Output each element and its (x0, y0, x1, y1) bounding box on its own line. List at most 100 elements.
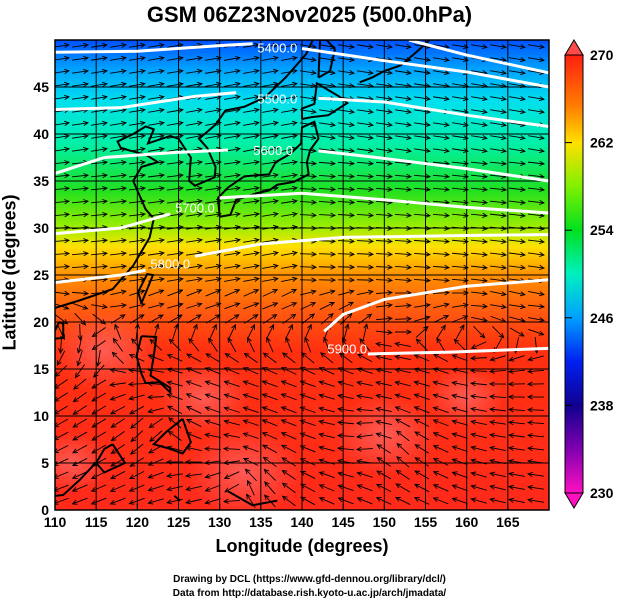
streamline-segment (318, 253, 336, 255)
streamline-segment (490, 421, 506, 425)
streamline-arrow (204, 419, 221, 426)
streamline-segment (262, 265, 278, 269)
arrowhead-icon (479, 332, 486, 339)
streamline-segment (357, 148, 373, 152)
streamline-arrow (242, 419, 259, 426)
streamline-segment (205, 239, 221, 243)
streamline-arrow (167, 302, 184, 309)
streamline-arrow (129, 133, 146, 139)
arrowhead-icon (367, 289, 374, 295)
streamline-arrow (413, 264, 432, 270)
arrowhead-icon (519, 57, 526, 63)
streamline-arrow (205, 237, 222, 243)
arrowhead-icon (76, 360, 82, 367)
arrowhead-icon (196, 276, 203, 282)
streamline-segment (110, 304, 126, 308)
arrowhead-icon (214, 314, 221, 320)
streamline-arrow (148, 159, 165, 166)
streamline-segment (470, 370, 488, 372)
y-tick-label: 0 (41, 502, 49, 518)
arrowhead-icon (501, 186, 507, 192)
streamline-segment (299, 214, 317, 216)
contour-line (55, 91, 237, 112)
streamline-segment (71, 200, 89, 204)
arrowhead-icon (368, 108, 374, 115)
streamline-arrow (129, 42, 146, 48)
streamline-arrow (432, 251, 451, 257)
arrowhead-icon (120, 120, 127, 126)
streamline-arrow (110, 173, 127, 179)
streamline-segment (109, 161, 127, 165)
arrowhead-icon (311, 199, 318, 205)
streamline-arrow (432, 445, 449, 453)
streamline-arrow (394, 393, 411, 400)
streamline-arrow (281, 250, 298, 256)
arrowhead-icon (330, 199, 337, 205)
arrowhead-icon (253, 250, 260, 256)
arrowhead-icon (159, 172, 165, 179)
arrowhead-icon (329, 289, 336, 295)
streamline-segment (262, 70, 278, 74)
streamline-arrow (281, 185, 298, 191)
arrowhead-icon (375, 341, 382, 347)
streamline-arrow (129, 237, 146, 244)
streamline-segment (243, 458, 259, 466)
arrowhead-icon (120, 146, 127, 152)
arrowhead-icon (310, 289, 317, 295)
streamline-arrow (318, 186, 337, 192)
arrowhead-icon (140, 198, 146, 205)
streamline-arrow (509, 212, 526, 218)
streamline-segment (490, 70, 506, 74)
streamline-arrow (337, 420, 355, 426)
streamline-segment (338, 44, 354, 48)
streamline-arrow (110, 68, 127, 74)
arrowhead-icon (482, 290, 488, 296)
streamline-arrow (375, 393, 392, 400)
arrowhead-icon (323, 336, 329, 343)
arrowhead-icon (223, 393, 230, 399)
streamline-segment (72, 418, 88, 428)
streamline-arrow (72, 405, 87, 415)
streamline-segment (490, 278, 506, 282)
streamline-segment (356, 200, 374, 204)
arrowhead-icon (120, 81, 127, 87)
streamline-arrow (415, 338, 428, 352)
streamline-segment (205, 174, 221, 178)
arrowhead-icon (356, 497, 363, 503)
streamline-segment (282, 482, 296, 494)
streamline-arrow (471, 316, 488, 323)
streamline-arrow (224, 314, 240, 324)
streamline-arrow (167, 198, 184, 205)
streamline-arrow (452, 83, 469, 89)
streamline-arrow (91, 340, 106, 351)
streamline-arrow (395, 483, 411, 493)
arrowhead-icon (368, 160, 375, 166)
arrowhead-icon (482, 225, 488, 231)
streamline-segment (167, 405, 183, 415)
streamline-arrow (319, 57, 336, 63)
streamline-arrow (414, 302, 431, 308)
streamline-arrow (262, 352, 277, 364)
arrowhead-icon (337, 446, 343, 452)
arrowhead-icon (281, 495, 288, 501)
streamline-arrow (300, 147, 317, 154)
arrowhead-icon (63, 81, 70, 87)
streamline-arrow (470, 251, 488, 257)
streamline-arrow (451, 264, 469, 270)
contour-line (55, 42, 253, 54)
arrowhead-icon (501, 160, 507, 166)
streamline-segment (91, 392, 107, 402)
streamline-arrow (281, 42, 298, 48)
streamline-segment (490, 122, 506, 126)
streamline-arrow (224, 68, 241, 74)
arrowhead-icon (101, 94, 108, 100)
streamline-arrow (356, 199, 375, 205)
streamline-segment (395, 83, 411, 87)
streamline-segment (433, 368, 449, 374)
streamline-arrow (148, 68, 165, 74)
arrowhead-icon (406, 173, 413, 179)
arrowhead-icon (64, 133, 70, 140)
streamline-segment (186, 239, 202, 243)
